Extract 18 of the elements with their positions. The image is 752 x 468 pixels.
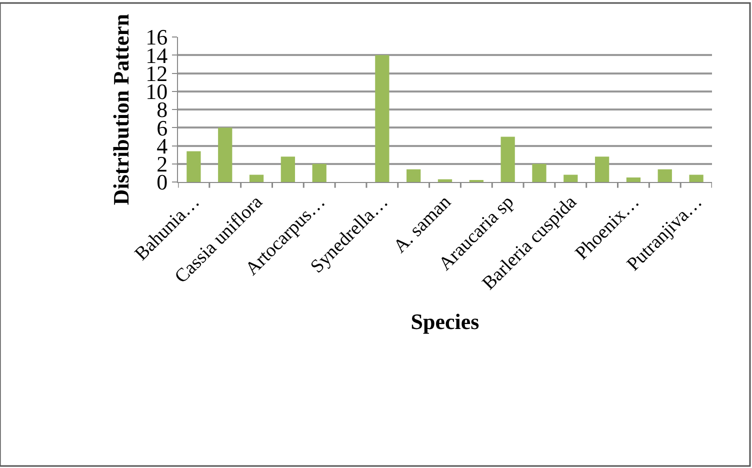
bar <box>406 169 421 182</box>
y-tick-label: 16 <box>146 24 168 50</box>
bar <box>689 174 704 182</box>
y-axis-title: Distribution Pattern <box>108 14 134 206</box>
bar <box>249 174 264 182</box>
bar <box>532 164 546 182</box>
bar <box>626 177 641 182</box>
bar <box>186 151 201 182</box>
bar <box>375 55 390 182</box>
bar <box>218 128 232 182</box>
bar <box>438 179 452 182</box>
x-axis-title: Species <box>410 309 480 334</box>
bar <box>312 164 326 182</box>
bar <box>280 156 296 182</box>
bar <box>594 156 610 182</box>
bar <box>564 174 578 182</box>
bar <box>658 169 672 182</box>
bar <box>500 136 515 182</box>
